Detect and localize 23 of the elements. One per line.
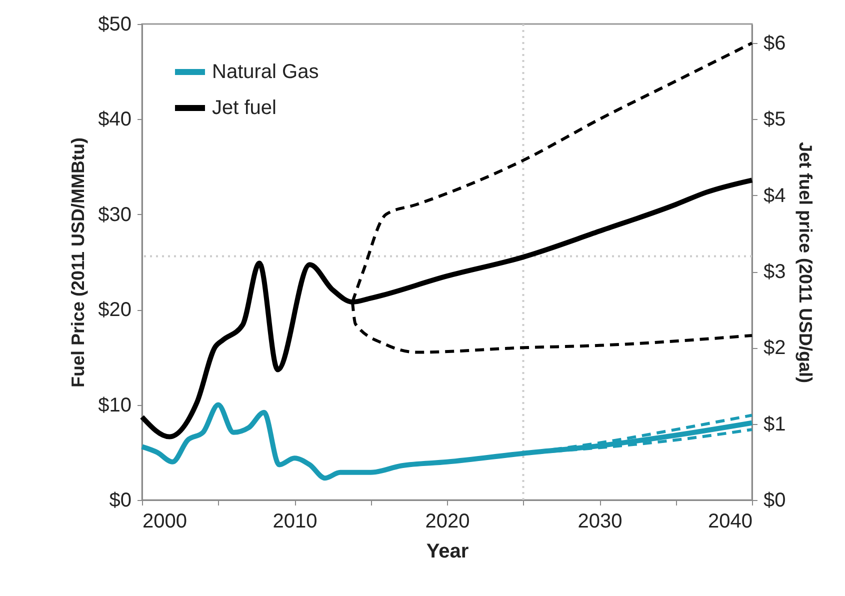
- legend-label: Natural Gas: [212, 61, 319, 83]
- x-tick-label: 2040: [708, 510, 752, 532]
- y2-tick-label: $1: [764, 413, 786, 436]
- y-tick-label: $30: [98, 204, 132, 226]
- y2-tick-label: $5: [764, 108, 786, 131]
- y2-tick-label: $2: [764, 337, 786, 360]
- y2-tick-label: $6: [764, 32, 786, 55]
- y-tick-label: $50: [98, 14, 132, 36]
- y2-axis-title: Jet fuel price (2011 USD/gal): [796, 142, 816, 384]
- y-tick-label: $10: [98, 394, 132, 416]
- y-tick-label: $20: [98, 299, 132, 322]
- x-tick-label: 2000: [142, 510, 187, 532]
- x-tick-label: 2020: [425, 510, 470, 532]
- x-axis-title: Year: [426, 540, 469, 562]
- legend-label: Jet fuel: [212, 97, 276, 119]
- y2-tick-label: $0: [764, 490, 786, 512]
- y-tick-label: $40: [98, 108, 132, 131]
- y2-tick-label: $3: [764, 261, 786, 284]
- y-tick-label: $0: [109, 490, 132, 512]
- y2-tick-label: $4: [764, 184, 786, 207]
- x-tick-label: 2010: [272, 510, 318, 532]
- y-axis-title: Fuel Price (2011 USD/MMBtu): [68, 137, 88, 388]
- x-tick-label: 2030: [578, 510, 622, 532]
